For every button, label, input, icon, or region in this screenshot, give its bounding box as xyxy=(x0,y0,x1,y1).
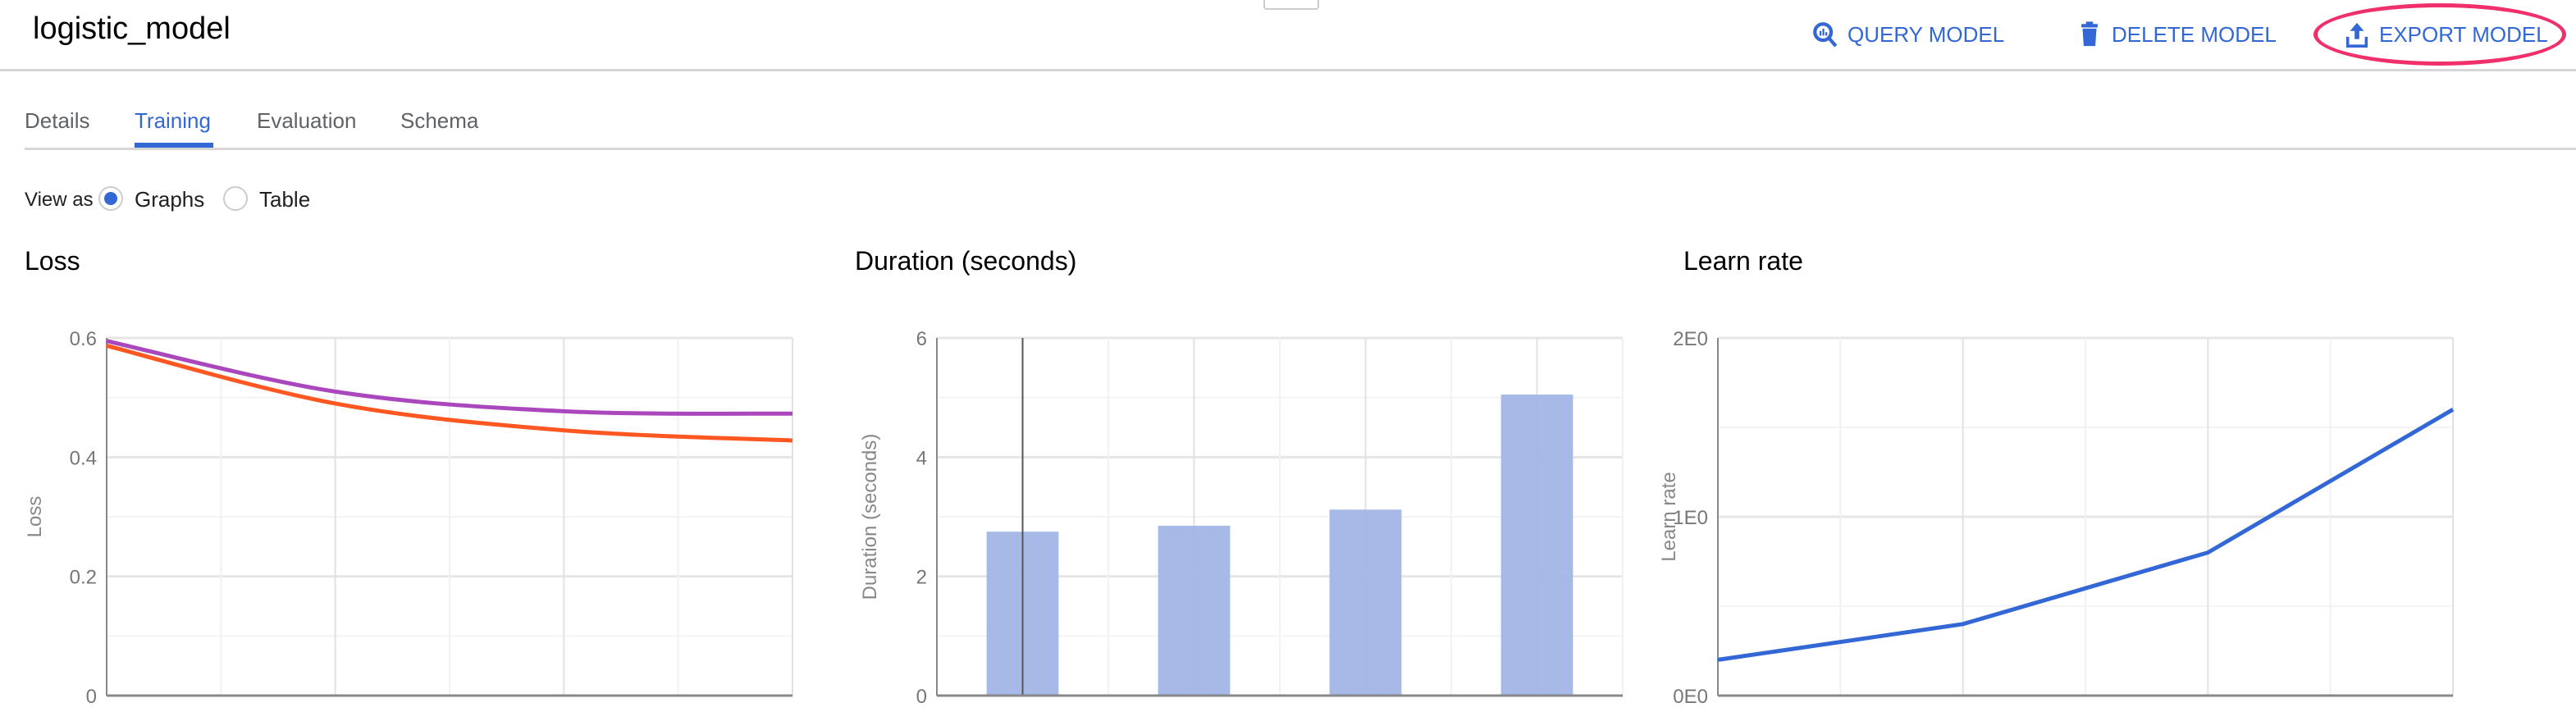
duration-chart: 0 2 4 6 Duration (seconds) xyxy=(859,328,1624,708)
tab-schema[interactable]: Schema xyxy=(400,108,479,133)
radio-graphs[interactable] xyxy=(98,186,123,211)
delete-model-button[interactable]: DELETE MODEL xyxy=(2076,18,2277,51)
y-tick-label: 2E0 xyxy=(1673,328,1708,350)
learn-rate-chart: 0E0 1E0 2E0 Learn rate xyxy=(1658,328,2455,708)
tab-training[interactable]: Training xyxy=(135,108,211,133)
y-tick-label: 1E0 xyxy=(1673,507,1708,529)
y-axis-label: Duration (seconds) xyxy=(859,434,881,600)
series-line xyxy=(106,344,793,443)
radio-selected-dot xyxy=(104,192,117,205)
loss-chart: 0 0.2 0.4 0.6 Loss xyxy=(24,328,793,708)
duration-bar xyxy=(1158,525,1231,696)
y-tick-label: 0.6 xyxy=(70,328,97,350)
duration-chart-title: Duration (seconds) xyxy=(855,246,1077,276)
radio-table[interactable] xyxy=(223,186,248,211)
y-tick-label: 0 xyxy=(86,686,97,708)
y-tick-label: 0E0 xyxy=(1673,686,1708,708)
y-tick-label: 0.2 xyxy=(70,567,97,589)
view-as-label: View as xyxy=(25,189,94,211)
y-tick-label: 0.4 xyxy=(70,447,97,469)
radio-table-label[interactable]: Table xyxy=(259,187,311,212)
delete-model-label: DELETE MODEL xyxy=(2112,21,2277,47)
drag-handle[interactable] xyxy=(1263,0,1319,10)
y-axis-label: Loss xyxy=(24,496,46,538)
y-tick-label: 6 xyxy=(916,328,927,350)
query-model-label: QUERY MODEL xyxy=(1848,21,2005,47)
active-tab-indicator xyxy=(135,143,213,148)
series-line xyxy=(1717,408,2455,662)
y-axis-label: Learn rate xyxy=(1658,472,1680,561)
query-model-button[interactable]: QUERY MODEL xyxy=(1811,18,2004,51)
header-divider xyxy=(0,69,2576,71)
y-tick-label: 2 xyxy=(916,567,927,589)
loss-chart-title: Loss xyxy=(25,246,80,276)
learn-rate-chart-title: Learn rate xyxy=(1683,246,1803,276)
model-title: logistic_model xyxy=(33,11,231,46)
tab-details[interactable]: Details xyxy=(25,108,90,133)
series-line xyxy=(106,339,793,416)
tab-evaluation[interactable]: Evaluation xyxy=(257,108,357,133)
y-tick-label: 0 xyxy=(916,686,927,708)
trash-icon xyxy=(2081,21,2098,47)
y-tick-label: 4 xyxy=(916,447,927,469)
duration-bar xyxy=(1500,395,1573,696)
tabs-divider xyxy=(25,148,2576,150)
radio-graphs-label[interactable]: Graphs xyxy=(135,187,205,212)
highlight-ellipse xyxy=(2313,3,2566,66)
duration-bar xyxy=(1329,509,1402,696)
query-icon xyxy=(1813,22,1838,48)
